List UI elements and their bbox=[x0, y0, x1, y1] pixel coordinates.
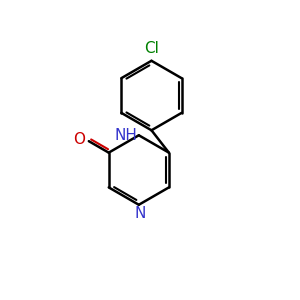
Text: N: N bbox=[135, 206, 146, 221]
Text: O: O bbox=[73, 132, 85, 147]
Text: NH: NH bbox=[115, 128, 137, 143]
Text: Cl: Cl bbox=[144, 41, 159, 56]
